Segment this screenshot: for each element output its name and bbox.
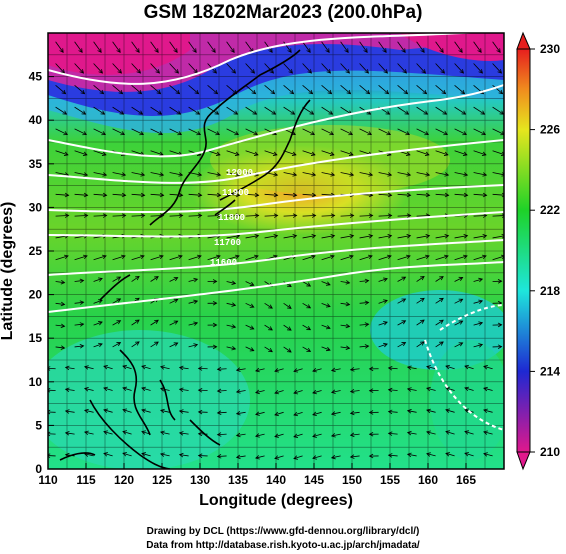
colorbar-tick-label: 210 [540, 445, 560, 459]
x-tick-label: 140 [266, 473, 286, 487]
colorbar-tick-label: 214 [540, 364, 560, 378]
x-tick-label: 145 [304, 473, 324, 487]
y-tick-label: 30 [29, 200, 43, 214]
y-tick-label: 25 [29, 244, 43, 258]
contour-labels: 11600 11700 11800 11900 12000 [210, 168, 253, 268]
map-field [48, 33, 504, 469]
map-title: GSM 18Z02Mar2023 (200.0hPa) [143, 2, 423, 23]
y-tick-label: 5 [35, 418, 42, 432]
contour-label: 12000 [226, 168, 253, 178]
x-tick-label: 165 [456, 473, 476, 487]
y-tick-label: 40 [29, 113, 43, 127]
x-tick-label: 110 [38, 473, 58, 487]
x-tick-label: 160 [418, 473, 438, 487]
x-tick-label: 150 [342, 473, 362, 487]
contour-label: 11700 [214, 238, 241, 248]
credit-data: Data from http://database.rish.kyoto-u.a… [146, 540, 420, 551]
contour-label: 11800 [218, 213, 245, 223]
y-tick-label: 20 [29, 288, 43, 302]
contour-label: 11600 [210, 258, 237, 268]
colorbar-tick-label: 226 [540, 123, 560, 137]
y-axis: 0 5 10 15 20 25 30 35 40 45 [29, 70, 54, 476]
colorbar-tick-label: 222 [540, 203, 560, 217]
y-tick-label: 15 [29, 331, 43, 345]
colorbar-tick-label: 218 [540, 284, 560, 298]
contour-label: 11900 [222, 188, 249, 198]
credit-drawing: Drawing by DCL (https://www.gfd-dennou.o… [146, 526, 420, 537]
coastlines [59, 49, 311, 469]
x-tick-label: 130 [190, 473, 210, 487]
x-axis-label: Longitude (degrees) [199, 492, 353, 509]
colorbar: 210 214 218 222 226 230 [516, 31, 560, 471]
x-axis: 110 115 120 125 130 135 140 145 150 155 160 165 [38, 463, 476, 487]
colorbar-tick-label: 230 [540, 42, 560, 56]
x-tick-label: 125 [152, 473, 172, 487]
height-contours [48, 33, 504, 431]
x-tick-label: 120 [114, 473, 134, 487]
y-tick-label: 0 [35, 462, 42, 476]
x-tick-label: 135 [228, 473, 248, 487]
x-tick-label: 115 [76, 473, 96, 487]
y-tick-label: 35 [29, 157, 43, 171]
y-tick-label: 45 [29, 70, 43, 84]
x-tick-label: 155 [380, 473, 400, 487]
y-axis-label: Latitude (degrees) [0, 201, 16, 341]
y-tick-label: 10 [29, 375, 43, 389]
